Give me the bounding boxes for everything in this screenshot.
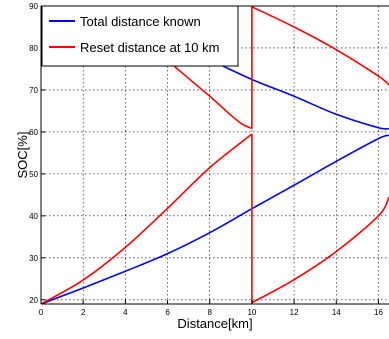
x-tick-label: 0 — [39, 308, 44, 317]
y-tick-label: 60 — [29, 128, 38, 137]
y-tick-label: 20 — [29, 296, 38, 305]
series-line-reset-distance-at-10-km-4 — [251, 196, 389, 304]
x-axis-label: Distance[km] — [177, 316, 252, 331]
tick-labels: 0 2 4 6 8 10 12 14 16 20 30 40 50 60 70 80 90 — [29, 2, 383, 317]
legend-label-total-distance: Total distance known — [80, 14, 201, 29]
legend-box — [41, 5, 239, 67]
y-tick-label: 70 — [29, 86, 38, 95]
legend: Total distance known Reset distance at 1… — [41, 5, 239, 67]
series-line-reset-distance-at-10-km-0 — [41, 133, 253, 304]
y-tick-label: 90 — [29, 2, 38, 11]
x-tick-label: 12 — [290, 308, 299, 317]
x-tick-label: 6 — [165, 308, 170, 317]
series-line-reset-distance-at-10-km-1 — [97, 6, 253, 130]
y-tick-label: 30 — [29, 254, 38, 263]
series-line-reset-distance-at-10-km-5 — [251, 6, 389, 86]
x-tick-label: 2 — [81, 308, 86, 317]
x-tick-label: 14 — [332, 308, 341, 317]
x-tick-label: 8 — [208, 308, 213, 317]
y-tick-label: 50 — [29, 170, 38, 179]
series-line-total-distance-known-0 — [41, 134, 389, 304]
y-tick-label: 40 — [29, 212, 38, 221]
x-tick-label: 10 — [247, 308, 256, 317]
series-line-total-distance-known-1 — [103, 6, 389, 130]
series-layer — [41, 6, 389, 304]
y-tick-label: 80 — [29, 44, 38, 53]
legend-label-reset-distance: Reset distance at 10 km — [80, 40, 219, 55]
x-tick-label: 16 — [374, 308, 383, 317]
x-tick-label: 4 — [123, 308, 128, 317]
y-axis-label: SOC[%] — [15, 132, 30, 179]
